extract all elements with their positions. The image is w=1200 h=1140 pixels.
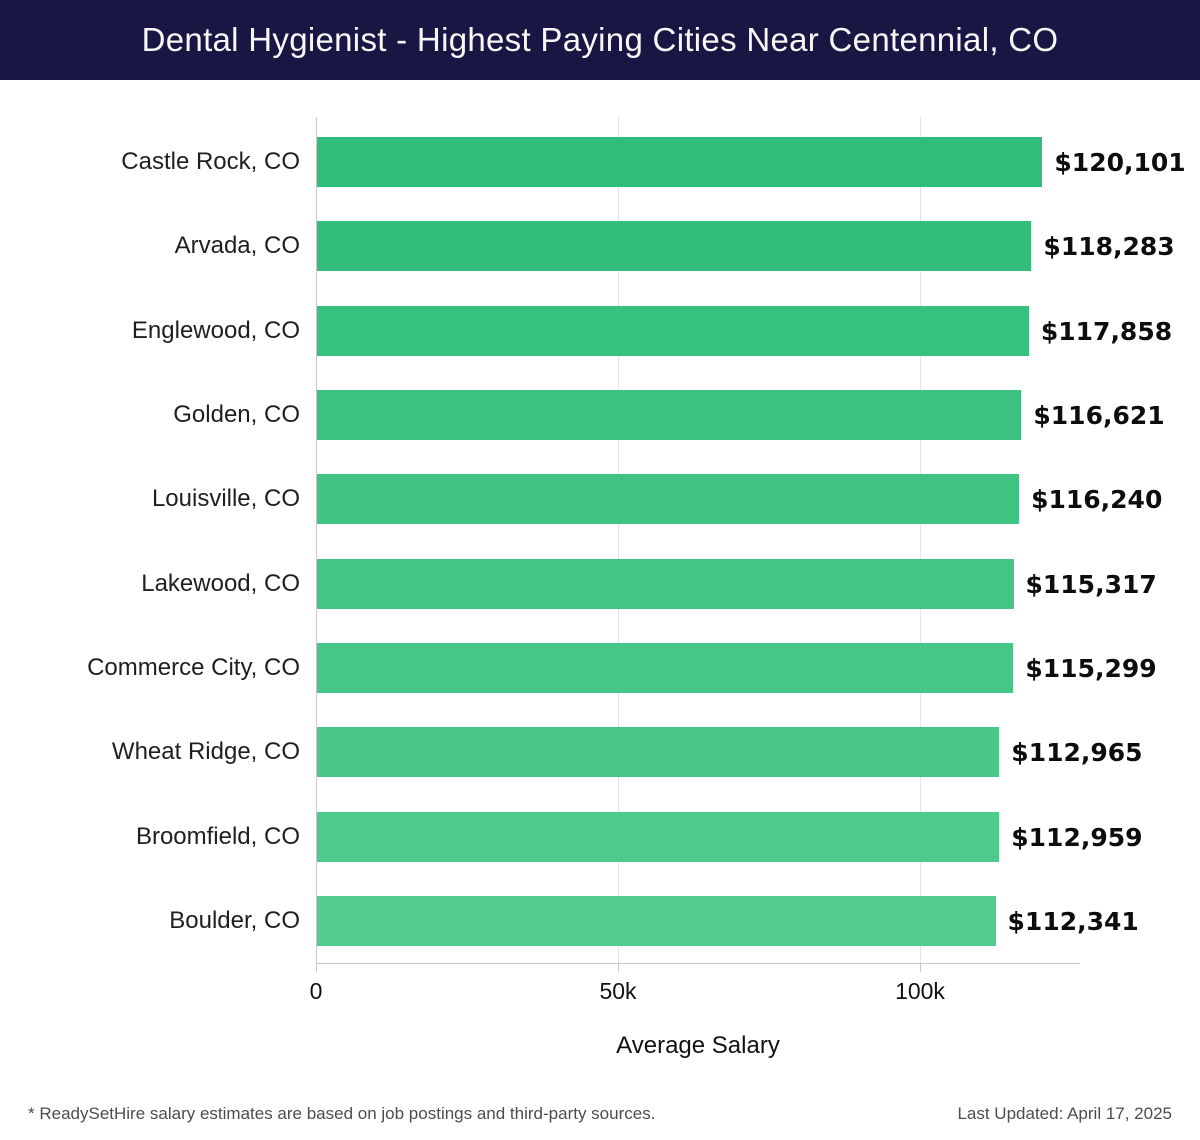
salary-bar [317, 474, 1020, 525]
city-label: Boulder, CO [169, 906, 300, 934]
x-tick [618, 964, 619, 972]
salary-bar [317, 137, 1043, 187]
x-tick-label: 100k [895, 978, 945, 1004]
city-label: Wheat Ridge, CO [111, 738, 300, 766]
footer: * ReadySetHire salary estimates are base… [28, 1100, 1172, 1128]
salary-value-label: $112,959 [1011, 822, 1143, 852]
salary-bar [317, 221, 1032, 272]
salary-bar [317, 389, 1022, 440]
city-label: Lakewood, CO [141, 569, 300, 597]
salary-bar [317, 305, 1029, 356]
city-label: Broomfield, CO [135, 822, 300, 850]
x-tick-label: 0 [309, 978, 323, 1004]
salary-value-label: $116,621 [1033, 400, 1165, 430]
city-label: Castle Rock, CO [121, 148, 300, 175]
salary-value-label: $115,317 [1025, 569, 1157, 599]
salary-value-label: $116,240 [1031, 485, 1163, 515]
salary-bar [317, 558, 1014, 609]
gridline-100k [920, 117, 921, 964]
city-label: Commerce City, CO [87, 653, 300, 681]
x-tick [920, 964, 921, 972]
salary-bar [317, 642, 1014, 693]
salary-value-label: $112,341 [1007, 906, 1139, 936]
chart-title: Dental Hygienist - Highest Paying Cities… [141, 21, 1059, 58]
last-updated-text: Last Updated: April 17, 2025 [957, 1104, 1172, 1123]
x-tick [316, 964, 317, 972]
title-banner: Dental Hygienist - Highest Paying Cities… [0, 0, 1200, 80]
salary-value-label: $115,299 [1025, 653, 1157, 683]
disclaimer-text: * ReadySetHire salary estimates are base… [28, 1104, 656, 1123]
city-label: Louisville, CO [151, 485, 300, 513]
x-tick-label: 50k [599, 978, 637, 1004]
x-axis-title: Average Salary [616, 1032, 780, 1059]
salary-bar [317, 811, 1000, 862]
salary-bar [317, 727, 1000, 778]
city-label: Englewood, CO [131, 316, 300, 344]
y-axis-line [316, 117, 317, 964]
city-label: Golden, CO [173, 400, 300, 428]
salary-value-label: $117,858 [1040, 316, 1173, 346]
salary-value-label: $120,101 [1054, 148, 1186, 177]
x-axis-line [316, 963, 1080, 964]
salary-value-label: $118,283 [1043, 232, 1175, 262]
gridline-50k [618, 117, 619, 964]
salary-bar [317, 895, 996, 946]
salary-value-label: $112,965 [1011, 738, 1143, 768]
city-label: Arvada, CO [174, 232, 300, 260]
